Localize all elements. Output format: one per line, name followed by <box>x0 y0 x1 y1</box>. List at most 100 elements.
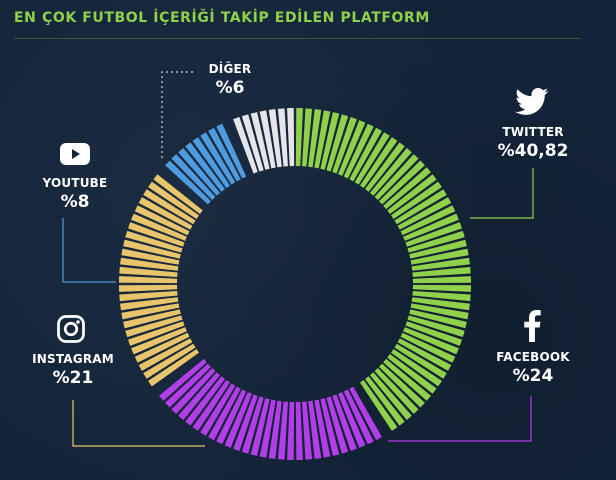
slice-instagram-stripe <box>125 230 183 253</box>
slice-twitter-stripe <box>320 112 340 170</box>
slice-facebook-stripe <box>302 401 313 460</box>
slice-facebook-stripe <box>178 372 221 420</box>
label-instagram-value: %21 <box>52 368 94 388</box>
label-youtube-value: %8 <box>60 192 90 212</box>
slice-twitter-stripe <box>412 291 471 302</box>
slice-twitter-stripe <box>332 117 357 174</box>
slice-twitter-stripe <box>400 205 456 236</box>
slice-facebook-stripe <box>216 389 247 445</box>
slice-twitter-stripe <box>405 222 462 247</box>
label-instagram-name: INSTAGRAM <box>32 352 114 366</box>
slice-facebook-stripe <box>241 396 264 454</box>
slice-twitter-stripe <box>397 197 452 230</box>
slice-facebook-stripe <box>287 401 295 460</box>
slice-twitter-stripe <box>338 120 366 176</box>
slice-facebook-stripe <box>295 401 303 460</box>
leader-lines <box>62 71 534 447</box>
twitter-bird-icon <box>515 88 549 115</box>
slice-youtube-stripe <box>178 148 221 196</box>
instagram-camera-icon <box>57 315 85 343</box>
leader-youtube <box>62 218 116 283</box>
slice-twitter-stripe <box>359 379 398 431</box>
slice-facebook-stripe <box>165 363 211 408</box>
slice-twitter-stripe <box>410 303 469 320</box>
slice-twitter-stripe <box>410 248 469 265</box>
slice-twitter-stripe <box>400 332 456 363</box>
slice-twitter-stripe <box>412 266 471 277</box>
chart-title: EN ÇOK FUTBOL İÇERİĞİ TAKİP EDİLEN PLATF… <box>14 10 430 26</box>
slice-diger-stripe <box>241 114 264 172</box>
slice-instagram-stripe <box>120 297 179 311</box>
slice-instagram-stripe <box>138 338 193 371</box>
slice-instagram-stripe <box>131 327 187 355</box>
label-facebook-name: FACEBOOK <box>496 350 570 364</box>
slice-facebook-stripe <box>259 399 276 458</box>
slice-instagram-stripe <box>153 174 203 214</box>
slice-diger-stripe <box>287 108 295 167</box>
slice-twitter-stripe <box>411 297 470 311</box>
slice-facebook-stripe <box>326 396 349 454</box>
slice-youtube-stripe <box>192 137 231 189</box>
label-diger-name: DİĞER <box>208 62 252 76</box>
label-diger-value: %6 <box>215 78 245 98</box>
slice-instagram-stripe <box>143 189 196 225</box>
slice-instagram-stripe <box>134 332 190 363</box>
slice-facebook-stripe <box>250 398 270 456</box>
slice-twitter-stripe <box>411 257 470 271</box>
slice-instagram-stripe <box>119 266 178 277</box>
slice-instagram-stripe <box>148 348 200 387</box>
youtube-play-icon <box>60 143 90 165</box>
slice-twitter-stripe <box>379 160 425 205</box>
slice-twitter-stripe <box>354 132 390 185</box>
slice-twitter-stripe <box>403 213 459 241</box>
slice-twitter-stripe <box>365 376 405 426</box>
slice-facebook-stripe <box>308 400 322 459</box>
label-youtube: YOUTUBE %8 <box>20 176 130 212</box>
slice-twitter-stripe <box>390 348 442 387</box>
slice-facebook-stripe <box>200 383 236 436</box>
slice-youtube-stripe <box>216 123 247 179</box>
slice-instagram-stripe <box>148 181 200 220</box>
slice-instagram <box>119 174 203 387</box>
slice-twitter-stripe <box>308 109 322 168</box>
slice-twitter-stripe <box>407 315 465 338</box>
label-facebook: FACEBOOK %24 <box>478 350 588 386</box>
slice-diger-stripe <box>268 109 282 168</box>
slice-facebook-stripe <box>192 379 231 431</box>
slice-facebook-stripe <box>314 399 331 458</box>
slice-twitter-stripe <box>383 167 431 210</box>
slice-instagram-stripe <box>119 291 178 302</box>
slice-twitter-stripe <box>390 181 442 220</box>
slice-instagram-stripe <box>119 276 178 284</box>
slice-diger-stripe <box>233 117 258 174</box>
leader-twitter <box>470 168 534 219</box>
label-diger: DİĞER %6 <box>185 62 275 98</box>
slice-youtube-stripe <box>200 132 236 185</box>
slice-instagram-stripe <box>125 315 183 338</box>
slice-facebook-stripe <box>277 401 288 460</box>
slice-twitter-stripe <box>412 276 471 284</box>
slice-twitter-stripe <box>302 108 313 167</box>
slice-twitter-stripe <box>295 108 303 167</box>
slice-twitter-stripe <box>369 148 412 196</box>
slice-twitter-stripe <box>403 327 459 355</box>
label-twitter-value: %40,82 <box>497 141 569 161</box>
slice-instagram-stripe <box>123 309 181 329</box>
slice-facebook-stripe <box>208 386 241 441</box>
slice-twitter-stripe <box>374 368 419 414</box>
leader-diger <box>161 71 193 160</box>
slice-facebook-stripe <box>224 392 252 448</box>
slice-facebook-stripe <box>338 392 366 448</box>
label-twitter: TWITTER %40,82 <box>478 125 588 161</box>
slice-facebook-stripe <box>349 386 382 441</box>
slice-facebook-stripe <box>159 358 207 401</box>
slice-instagram-stripe <box>128 321 185 346</box>
slice-twitter-stripe <box>369 372 412 420</box>
slice-twitter-stripe <box>374 154 419 200</box>
slice-diger <box>233 108 295 174</box>
slice-twitter-stripe <box>409 309 467 329</box>
slice-youtube-stripe <box>208 127 241 182</box>
slice-facebook-stripe <box>343 389 374 445</box>
slice-facebook-stripe <box>171 368 216 414</box>
slice-instagram-stripe <box>134 205 190 236</box>
